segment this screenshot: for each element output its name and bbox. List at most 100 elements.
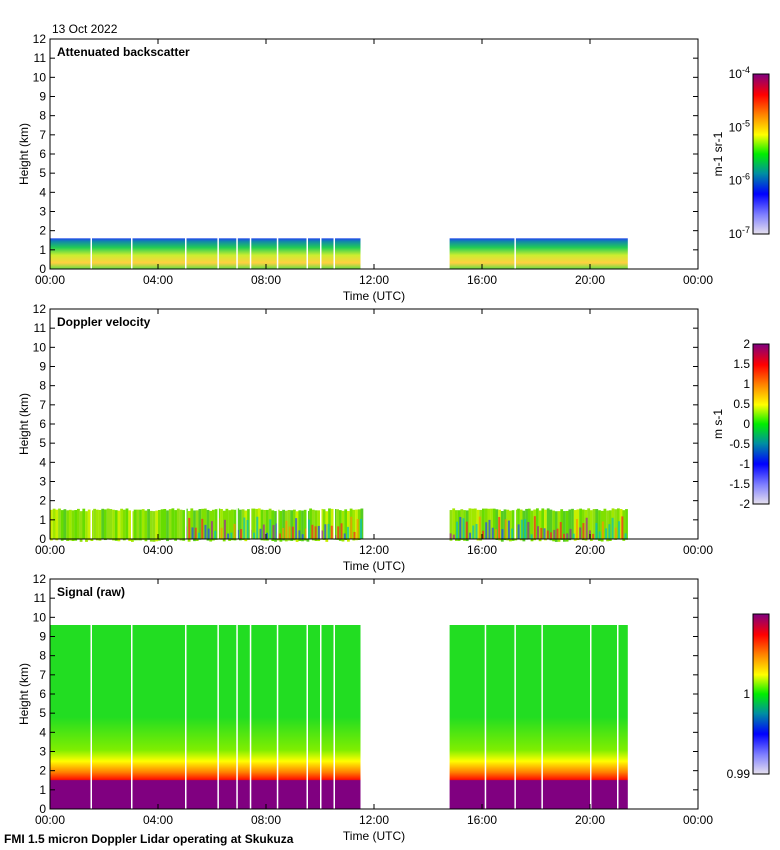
velocity-column (122, 509, 126, 541)
turbulence-streak (511, 528, 514, 539)
colorbar-tick-label: 1 (743, 687, 750, 701)
velocity-column (71, 510, 75, 542)
turbulence-streak (569, 528, 572, 539)
velocity-column (546, 508, 550, 540)
y-axis-label: Height (km) (17, 393, 31, 455)
turbulence-streak (210, 521, 213, 539)
velocity-column (565, 510, 569, 542)
data-gap (333, 621, 335, 809)
velocity-column (114, 510, 118, 541)
turbulence-streak (592, 533, 595, 539)
velocity-column (109, 509, 113, 540)
velocity-column (203, 508, 207, 540)
turbulence-streak (230, 532, 233, 539)
data-gap (514, 234, 516, 269)
velocity-column (482, 508, 485, 540)
turbulence-streak (624, 533, 627, 539)
turbulence-streak (256, 516, 259, 539)
turbulence-streak (197, 532, 200, 539)
velocity-column (68, 509, 72, 541)
y-tick-label: 4 (39, 725, 46, 739)
y-tick-label: 6 (39, 417, 46, 431)
y-tick-label: 5 (39, 436, 46, 450)
x-tick-label: 00:00 (35, 813, 65, 827)
velocity-column (174, 510, 177, 541)
turbulence-streak (240, 529, 243, 539)
velocity-column (590, 510, 593, 541)
velocity-column (228, 510, 231, 541)
turbulence-streak (475, 523, 478, 539)
y-tick-label: 2 (39, 494, 46, 508)
x-tick-label: 00:00 (683, 543, 713, 557)
turbulence-streak (465, 521, 468, 539)
colorbar-tick-label: 10-6 (729, 172, 750, 188)
velocity-column (252, 508, 256, 540)
velocity-column (160, 509, 164, 540)
velocity-column (322, 509, 326, 540)
turbulence-streak (278, 533, 281, 539)
x-axis-label: Time (UTC) (343, 559, 405, 573)
turbulence-streak (220, 527, 223, 539)
turbulence-streak (337, 526, 340, 539)
y-tick-label: 12 (33, 572, 47, 586)
turbulence-streak (317, 525, 320, 539)
velocity-column (239, 509, 242, 541)
data-gap (249, 621, 252, 809)
turbulence-streak (533, 516, 536, 539)
colorbar (752, 613, 770, 775)
velocity-column (457, 510, 461, 541)
velocity-column (220, 509, 223, 540)
x-tick-label: 08:00 (251, 273, 281, 287)
velocity-column (95, 509, 99, 541)
velocity-column (506, 509, 510, 541)
turbulence-streak (530, 534, 533, 539)
velocity-column (58, 508, 61, 540)
velocity-column (338, 510, 342, 541)
velocity-column (625, 509, 628, 540)
turbulence-streak (485, 522, 488, 539)
turbulence-streak (330, 525, 333, 539)
turbulence-streak (488, 519, 491, 539)
velocity-column (473, 508, 477, 540)
velocity-column (293, 509, 296, 541)
turbulence-streak (462, 518, 465, 539)
turbulence-streak (520, 519, 523, 539)
x-tick-label: 04:00 (143, 813, 173, 827)
velocity-column (209, 510, 213, 542)
data-gap (217, 621, 219, 809)
exponent: -4 (742, 65, 750, 75)
velocity-column (214, 509, 218, 540)
velocity-column (330, 508, 334, 540)
turbulence-streak (598, 531, 601, 539)
y-tick-label: 1 (39, 513, 46, 527)
y-tick-label: 12 (33, 302, 47, 316)
turbulence-streak (553, 529, 556, 539)
turbulence-streak (204, 524, 207, 539)
y-tick-label: 0 (39, 262, 46, 276)
turbulence-streak (324, 524, 327, 539)
turbulence-streak (546, 530, 549, 539)
velocity-column (179, 509, 183, 541)
x-tick-label: 00:00 (35, 543, 65, 557)
x-axis-label: Time (UTC) (343, 829, 405, 843)
velocity-column (522, 510, 526, 542)
colorbar-tick-label: 10-4 (729, 65, 750, 81)
x-tick-label: 16:00 (467, 813, 497, 827)
velocity-column (230, 509, 234, 541)
turbulence-streak (194, 527, 197, 539)
turbulence-streak (327, 523, 330, 539)
x-tick-label: 00:00 (683, 813, 713, 827)
velocity-column (525, 508, 528, 540)
y-tick-label: 5 (39, 166, 46, 180)
velocity-column (471, 508, 474, 540)
velocity-column (579, 508, 582, 540)
velocity-column (301, 510, 304, 542)
x-tick-label: 04:00 (143, 273, 173, 287)
data-gap (306, 504, 308, 539)
velocity-column (212, 509, 215, 541)
velocity-column (328, 508, 331, 540)
turbulence-streak (572, 533, 575, 539)
turbulence-streak (575, 519, 578, 539)
data-gap (306, 234, 308, 269)
turbulence-streak (272, 525, 275, 539)
